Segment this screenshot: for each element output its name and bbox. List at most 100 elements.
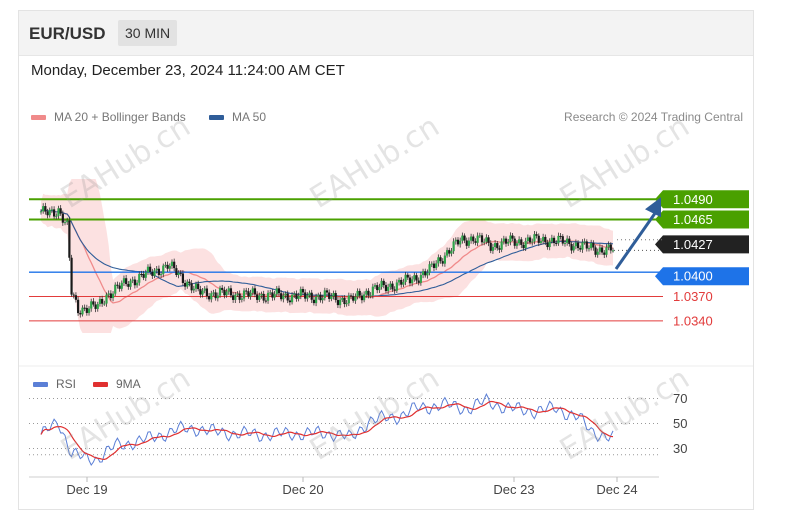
candle: [90, 298, 93, 312]
candle-body: [323, 290, 326, 299]
candle: [290, 292, 294, 305]
candle: [389, 281, 392, 290]
candle-body: [526, 237, 529, 242]
candle: [600, 244, 604, 255]
candle: [387, 283, 390, 295]
price-label-box: [655, 267, 749, 286]
candle: [107, 290, 110, 298]
candle-body: [52, 209, 56, 217]
candle-body: [518, 239, 521, 244]
candle: [109, 290, 112, 301]
candle-body: [46, 211, 49, 216]
candle-body: [561, 236, 564, 244]
candle-body: [384, 285, 388, 292]
candle-body: [131, 279, 134, 281]
candle: [371, 283, 374, 299]
candle: [585, 239, 588, 252]
candle: [293, 291, 296, 298]
candle-body: [181, 273, 185, 283]
candle-body: [321, 298, 324, 301]
candle-body: [203, 288, 206, 291]
candle: [142, 270, 145, 281]
candle: [236, 291, 239, 297]
candle: [61, 210, 64, 226]
candle-body: [607, 244, 610, 248]
candle-body: [594, 247, 597, 255]
candle-body: [371, 286, 374, 296]
candle: [334, 290, 337, 303]
candle: [77, 296, 80, 316]
candle-body: [275, 288, 278, 295]
candle: [378, 283, 381, 293]
timeframe-badge[interactable]: 30 MIN: [118, 20, 178, 46]
candle: [186, 279, 189, 289]
candle-body: [157, 268, 160, 275]
candle: [138, 271, 141, 286]
candle: [552, 235, 556, 247]
candle-body: [421, 271, 425, 275]
candle: [358, 288, 361, 299]
candle-body: [413, 275, 416, 280]
candle-body: [214, 292, 217, 299]
candle: [557, 232, 560, 246]
candle-body: [528, 237, 532, 243]
candle-body: [264, 300, 267, 302]
candle: [225, 288, 228, 298]
candle: [258, 292, 261, 303]
candle-body: [542, 236, 545, 242]
candle-body: [378, 287, 381, 291]
candle: [94, 301, 97, 313]
candle: [157, 265, 160, 278]
candle: [400, 277, 403, 288]
candle: [485, 234, 488, 245]
legend-swatch-9ma: [93, 382, 108, 388]
candle: [120, 280, 123, 292]
candle: [459, 237, 462, 248]
candle: [122, 275, 126, 287]
candle-body: [218, 287, 222, 296]
candle-body: [435, 263, 438, 268]
candle-body: [190, 283, 193, 291]
price-label: 1.0400: [673, 269, 713, 284]
candle-body: [432, 263, 436, 268]
candle: [92, 298, 95, 307]
candle: [594, 245, 597, 258]
candle: [81, 305, 84, 317]
candle-body: [122, 278, 126, 283]
candle-body: [162, 265, 165, 275]
candle: [114, 282, 117, 296]
candle-body: [83, 307, 86, 309]
candle: [380, 278, 383, 290]
symbol-title: EUR/USD: [29, 24, 106, 43]
candle: [478, 232, 481, 238]
candle: [474, 238, 477, 246]
candle-body: [487, 237, 490, 243]
candle: [341, 295, 344, 303]
candle: [133, 276, 136, 289]
candle: [456, 237, 460, 247]
candle-body: [66, 220, 69, 223]
candle: [57, 205, 60, 219]
candle: [397, 277, 401, 286]
candle: [314, 293, 318, 307]
candle: [262, 290, 265, 304]
candle-body: [74, 295, 78, 300]
candle-body: [450, 251, 453, 254]
candle: [611, 247, 615, 253]
candle-body: [332, 293, 335, 297]
candle-body: [173, 261, 176, 269]
candle-body: [389, 283, 392, 287]
candle-body: [552, 237, 556, 244]
candle: [476, 232, 479, 247]
candle: [336, 296, 340, 308]
candle-body: [330, 296, 333, 299]
candle: [504, 236, 508, 247]
candle: [480, 232, 484, 246]
candle-body: [408, 277, 412, 284]
candle: [144, 269, 147, 282]
candle-body: [216, 295, 219, 299]
candle: [367, 288, 370, 299]
candle-body: [467, 240, 471, 246]
candle-body: [367, 290, 370, 296]
candle: [581, 239, 584, 253]
